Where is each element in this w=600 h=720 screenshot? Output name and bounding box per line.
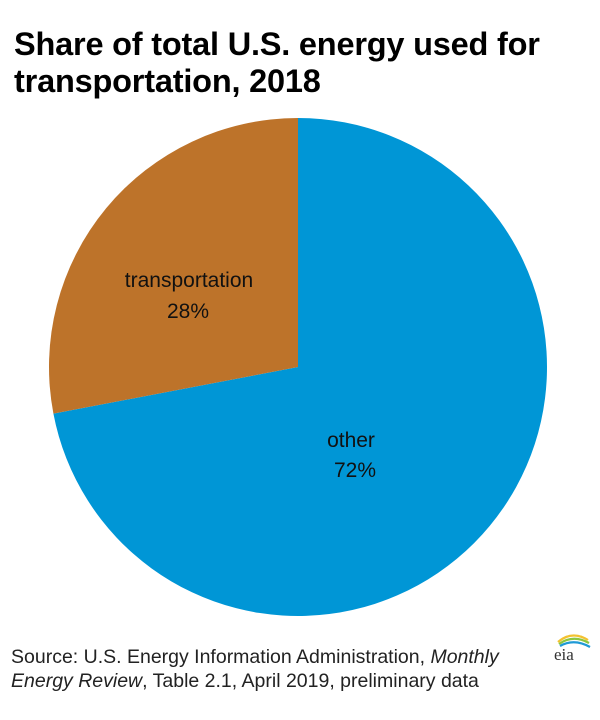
- pie-labels: other 72% transportation 28%: [125, 269, 376, 482]
- source-note: Source: U.S. Energy Information Administ…: [11, 645, 551, 693]
- logo-text: eia: [554, 645, 574, 664]
- logo-arc-blue: [559, 641, 591, 648]
- slice-label-transportation: transportation: [125, 269, 253, 292]
- chart-title-line-1: Share of total U.S. energy used for: [14, 26, 540, 62]
- slice-label-other: other: [327, 429, 375, 452]
- source-publication-1: Monthly: [430, 646, 499, 668]
- slice-value-transportation: 28%: [167, 300, 209, 323]
- source-publication-2: Energy Review: [11, 670, 143, 692]
- chart-title-line-2: transportation, 2018: [14, 63, 321, 99]
- chart-title: Share of total U.S. energy used for tran…: [14, 26, 594, 100]
- pie-slice-transportation: [48, 118, 298, 414]
- eia-logo-icon: eia: [554, 634, 591, 664]
- logo-arc-green: [558, 637, 590, 645]
- logo-arc-yellow: [557, 634, 589, 643]
- pie-slices: [48, 118, 548, 616]
- source-prefix: Source: U.S. Energy Information Administ…: [11, 646, 431, 668]
- source-suffix: , Table 2.1, April 2019, preliminary dat…: [142, 670, 479, 692]
- pie-slice-other: [53, 118, 548, 616]
- slice-value-other: 72%: [334, 459, 376, 482]
